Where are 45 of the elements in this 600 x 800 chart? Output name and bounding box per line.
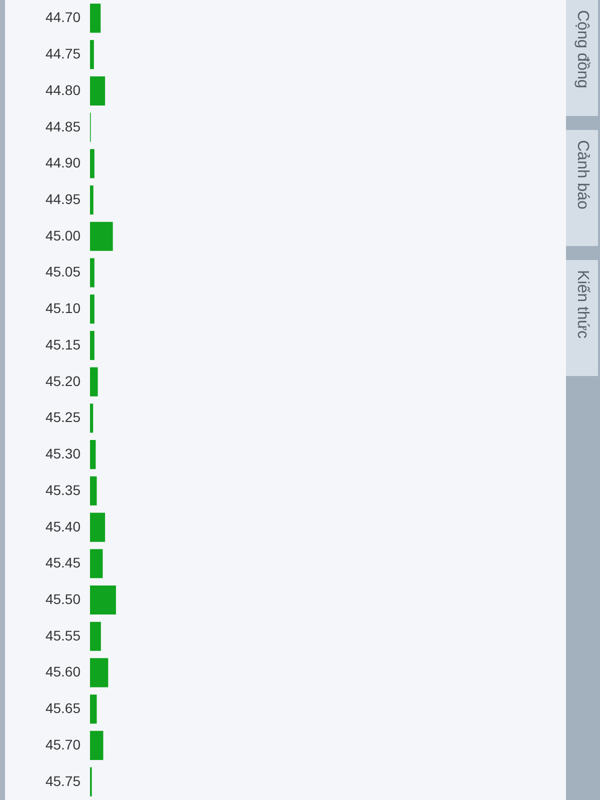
bar <box>90 476 97 506</box>
bar <box>90 4 101 33</box>
bar <box>90 330 94 360</box>
bar <box>90 185 94 215</box>
bar <box>90 222 113 251</box>
bar <box>90 294 94 324</box>
bar <box>90 367 98 396</box>
bar <box>90 258 94 288</box>
y-tick-label: 45.55 <box>45 627 81 644</box>
bar <box>90 40 94 70</box>
text: Kiến thức <box>566 260 598 380</box>
y-tick-label: 45.35 <box>45 482 81 498</box>
y-tick-label: 45.05 <box>45 264 81 280</box>
y-tick-label: 45.45 <box>45 554 81 571</box>
y-tick-label: 44.85 <box>45 118 81 134</box>
y-tick-label: 45.20 <box>45 372 81 389</box>
y-tick-label: 45.75 <box>45 772 81 789</box>
y-tick-label: 45.00 <box>45 227 81 244</box>
y-tick-label: 45.25 <box>45 409 81 426</box>
y-tick-label: 45.65 <box>45 700 81 716</box>
y-tick-label: 44.75 <box>45 46 81 62</box>
text: Cộng đồng <box>566 0 598 120</box>
bar <box>90 694 97 724</box>
bar <box>90 658 108 688</box>
y-tick-label: 45.50 <box>45 591 81 607</box>
y-tick-label: 45.15 <box>45 336 81 352</box>
y-tick-label: 45.40 <box>45 518 81 534</box>
y-tick-label: 45.30 <box>45 446 81 462</box>
text: Cảnh báo <box>566 130 598 250</box>
bar <box>90 730 104 760</box>
y-tick-label: 45.10 <box>45 300 81 316</box>
bar <box>90 149 94 178</box>
y-tick-label: 44.70 <box>45 9 81 26</box>
bar <box>90 440 96 470</box>
y-tick-label: 45.60 <box>45 664 81 680</box>
bar <box>90 585 116 615</box>
y-tick-label: 45.70 <box>45 736 81 752</box>
bar <box>90 512 106 542</box>
y-tick-label: 44.80 <box>45 82 81 98</box>
bar <box>90 76 106 106</box>
y-tick-label: 44.90 <box>45 154 81 171</box>
bar <box>90 549 103 578</box>
y-tick-label: 44.95 <box>45 191 81 207</box>
bar <box>90 622 101 651</box>
bar <box>90 404 94 433</box>
